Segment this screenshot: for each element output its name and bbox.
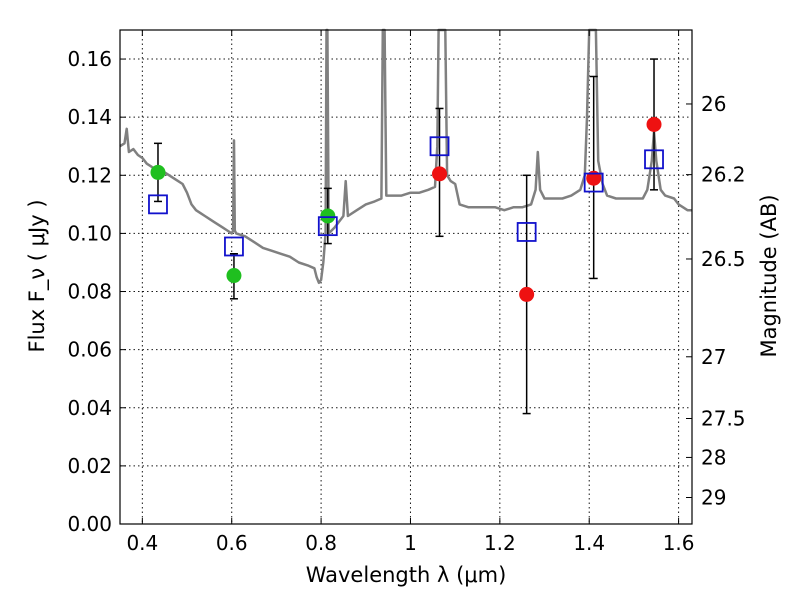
y-axis-label-right: Magnitude (AB): [757, 194, 781, 357]
mag-tick-label: 26.2: [701, 163, 746, 187]
red-data-point: [519, 286, 535, 302]
model-square-point: [148, 194, 168, 215]
red-data-point: [432, 166, 448, 182]
axis-ticks: 0.4 0.6 0.8 1 1.2 1.4 1.6 0.00 0.02 0.04 0.06 0.08 0…: [67, 30, 746, 555]
mag-tick-label: 28: [701, 445, 726, 469]
red-data-point: [646, 116, 662, 132]
model-square-point: [644, 149, 664, 170]
x-tick-label: 1.2: [484, 531, 516, 555]
y-tick-label: 0.16: [67, 47, 112, 71]
y-tick-label: 0.04: [67, 396, 112, 420]
x-tick-label: 1.6: [663, 531, 695, 555]
x-axis-label: Wavelength λ (μm): [306, 563, 507, 587]
model-square-point: [224, 236, 244, 257]
mag-tick-label: 26.5: [701, 247, 746, 271]
y-tick-label: 0.06: [67, 338, 112, 362]
model-square-point: [317, 216, 338, 237]
mag-tick-label: 27.5: [701, 406, 746, 430]
x-tick-label: 0.6: [216, 531, 248, 555]
green-data-point: [226, 268, 242, 284]
y-axis-label-left: Flux F_ν ( μJy ): [25, 199, 50, 352]
grid-layer: [120, 30, 692, 525]
y-tick-label: 0.00: [67, 512, 112, 536]
x-tick-label: 0.4: [126, 531, 158, 555]
y-tick-label: 0.02: [67, 454, 112, 478]
mag-tick-label: 26: [701, 92, 726, 116]
x-tick-label: 1.4: [573, 531, 605, 555]
mag-tick-label: 27: [701, 345, 726, 369]
y-tick-label: 0.12: [67, 163, 112, 187]
plot-frame: [119, 29, 693, 525]
data-marks: [148, 58, 664, 415]
x-tick-label: 1: [404, 531, 417, 555]
y-tick-label: 0.14: [67, 105, 112, 129]
x-tick-label: 0.8: [305, 531, 337, 555]
model-square-point: [516, 222, 537, 242]
mag-tick-label: 29: [701, 485, 726, 509]
spectrum-line: [119, 28, 692, 285]
y-tick-label: 0.10: [67, 221, 112, 245]
green-data-point: [320, 208, 336, 224]
model-square-point: [583, 172, 604, 193]
y-tick-label: 0.08: [67, 280, 112, 304]
model-square-point: [429, 136, 450, 157]
green-data-point: [150, 164, 166, 180]
